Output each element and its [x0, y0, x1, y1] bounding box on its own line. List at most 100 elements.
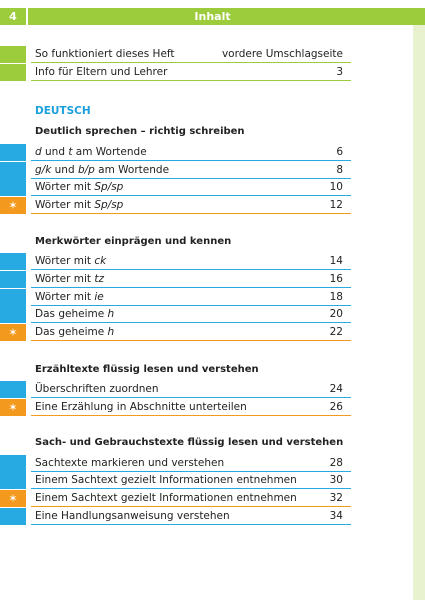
- toc-row[interactable]: ✶ Das geheime h 22: [0, 324, 351, 341]
- row-underline: [31, 397, 351, 398]
- toc-row[interactable]: Einem Sachtext gezielt Informationen ent…: [0, 472, 351, 489]
- row-underline: [31, 488, 351, 489]
- italic-term: tz: [94, 273, 104, 285]
- group-heading: Erzähltexte flüssig lesen und verstehen: [35, 364, 259, 375]
- header-bar: 4 Inhalt: [0, 8, 425, 25]
- toc-page-number: 12: [329, 199, 343, 211]
- row-marker: [0, 253, 26, 270]
- toc-entry-title: Wörter mit ck: [35, 255, 107, 267]
- row-underline: [31, 62, 351, 63]
- group-heading: Deutlich sprechen – richtig schreiben: [35, 126, 245, 137]
- row-underline: [31, 195, 351, 196]
- toc-entry-title: Eine Handlungsanweisung verstehen: [35, 510, 230, 522]
- toc-entry-title: Sachtexte markieren und verstehen: [35, 457, 225, 469]
- row-marker: [0, 381, 26, 398]
- row-underline: [31, 80, 351, 81]
- row-underline: [31, 287, 351, 288]
- row-marker: [0, 455, 26, 472]
- toc-entry-title: Wörter mit ie: [35, 291, 104, 303]
- italic-term: Sp/sp: [94, 199, 124, 211]
- toc-page-number: 14: [329, 255, 343, 267]
- italic-term: h: [107, 308, 115, 320]
- row-underline: [31, 213, 351, 214]
- toc-page-number: vordere Umschlagseite: [221, 48, 343, 60]
- toc-row[interactable]: Wörter mit ie 18: [0, 289, 351, 306]
- toc-entry-title: So funktioniert dieses Heft: [35, 48, 175, 60]
- row-underline: [31, 269, 351, 270]
- toc-row[interactable]: Eine Handlungsanweisung verstehen 34: [0, 508, 351, 525]
- row-marker: [0, 472, 26, 489]
- toc-entry-title: Einem Sachtext gezielt Informationen ent…: [35, 492, 297, 504]
- star-icon: ✶: [0, 197, 26, 214]
- toc-entry-title: g/k und b/p am Wortende: [35, 164, 170, 176]
- star-icon: ✶: [0, 399, 26, 416]
- italic-term: h: [107, 326, 115, 338]
- row-underline: [31, 415, 351, 416]
- row-marker: [0, 508, 26, 525]
- row-underline: [31, 305, 351, 306]
- italic-term: b/p: [77, 164, 95, 176]
- row-marker: [0, 46, 26, 63]
- toc-page-number: 28: [329, 457, 343, 469]
- row-underline: [31, 322, 351, 323]
- italic-term: Sp/sp: [94, 181, 124, 193]
- toc-page-number: 22: [329, 326, 343, 338]
- toc-row[interactable]: ✶ Einem Sachtext gezielt Informationen en…: [0, 490, 351, 507]
- row-marker: [0, 271, 26, 288]
- row-marker: [0, 64, 26, 81]
- page-number: 4: [0, 8, 28, 25]
- star-icon: ✶: [0, 324, 26, 341]
- toc-entry-title: Das geheime h: [35, 308, 115, 320]
- toc-row[interactable]: ✶ Wörter mit Sp/sp 12: [0, 197, 351, 214]
- italic-term: t: [68, 146, 73, 158]
- row-marker: [0, 162, 26, 179]
- group-heading: Sach- und Gebrauchstexte flüssig lesen u…: [35, 437, 344, 448]
- row-underline: [31, 340, 351, 341]
- italic-term: g/k: [35, 164, 52, 176]
- toc-row[interactable]: g/k und b/p am Wortende 8: [0, 162, 351, 179]
- toc-page-number: 10: [329, 181, 343, 193]
- toc-page-number: 24: [329, 383, 343, 395]
- toc-entry-title: Überschriften zuordnen: [35, 383, 159, 395]
- toc-row[interactable]: Das geheime h 20: [0, 306, 351, 323]
- toc-row[interactable]: Überschriften zuordnen 24: [0, 381, 351, 398]
- toc-row[interactable]: So funktioniert dieses Heft vordere Umsch…: [0, 46, 351, 63]
- row-underline: [31, 178, 351, 179]
- italic-term: d: [35, 146, 42, 158]
- toc-entry-title: Einem Sachtext gezielt Informationen ent…: [35, 474, 297, 486]
- toc-page-number: 30: [329, 474, 343, 486]
- toc-entry-title: Wörter mit tz: [35, 273, 104, 285]
- row-marker: [0, 306, 26, 323]
- toc-page-number: 8: [336, 164, 343, 176]
- row-underline: [31, 506, 351, 507]
- row-marker: [0, 179, 26, 196]
- toc-page-number: 18: [329, 291, 343, 303]
- row-marker: [0, 144, 26, 161]
- toc-row[interactable]: ✶ Eine Erzählung in Abschnitte unterteile…: [0, 399, 351, 416]
- row-underline: [31, 471, 351, 472]
- toc-page-number: 32: [329, 492, 343, 504]
- toc-entry-title: Info für Eltern und Lehrer: [35, 66, 168, 78]
- toc-entry-title: Eine Erzählung in Abschnitte unterteilen: [35, 401, 247, 413]
- row-underline: [31, 160, 351, 161]
- side-strip: [413, 25, 425, 600]
- page-title: Inhalt: [194, 10, 231, 23]
- toc-entry-title: Das geheime h: [35, 326, 115, 338]
- star-icon: ✶: [0, 490, 26, 507]
- toc-page-number: 6: [336, 146, 343, 158]
- toc-page-number: 34: [329, 510, 343, 522]
- toc-page-number: 16: [329, 273, 343, 285]
- row-underline: [31, 524, 351, 525]
- italic-term: ck: [94, 255, 107, 267]
- toc-row[interactable]: Sachtexte markieren und verstehen 28: [0, 455, 351, 472]
- toc-page-number: 20: [329, 308, 343, 320]
- toc-row[interactable]: Wörter mit Sp/sp 10: [0, 179, 351, 196]
- toc-entry-title: Wörter mit Sp/sp: [35, 199, 124, 211]
- toc-page-number: 26: [329, 401, 343, 413]
- toc-row[interactable]: Info für Eltern und Lehrer 3: [0, 64, 351, 81]
- toc-page-number: 3: [336, 66, 343, 78]
- toc-row[interactable]: Wörter mit ck 14: [0, 253, 351, 270]
- section-title: DEUTSCH: [35, 105, 91, 117]
- toc-row[interactable]: d und t am Wortende 6: [0, 144, 351, 161]
- toc-row[interactable]: Wörter mit tz 16: [0, 271, 351, 288]
